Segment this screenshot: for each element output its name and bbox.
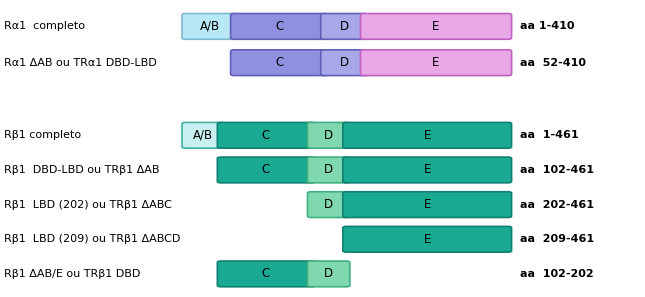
FancyBboxPatch shape [217,122,315,148]
FancyBboxPatch shape [343,192,511,217]
FancyBboxPatch shape [308,122,350,148]
Text: aa  1-461: aa 1-461 [519,130,578,140]
Text: C: C [262,163,270,176]
Text: C: C [275,20,283,33]
FancyBboxPatch shape [308,261,350,287]
Text: C: C [262,267,270,280]
Text: C: C [275,56,283,69]
Text: Rα1  completo: Rα1 completo [5,21,85,31]
Text: Rβ1 ΔAB/E ou TRβ1 DBD: Rβ1 ΔAB/E ou TRβ1 DBD [5,269,141,279]
Text: Rβ1  DBD-LBD ou TRβ1 ΔAB: Rβ1 DBD-LBD ou TRβ1 ΔAB [5,165,160,175]
FancyBboxPatch shape [231,14,328,39]
Text: D: D [324,163,333,176]
FancyBboxPatch shape [231,50,328,75]
Text: D: D [339,20,349,33]
FancyBboxPatch shape [343,226,511,252]
FancyBboxPatch shape [343,122,511,148]
Text: Rβ1 completo: Rβ1 completo [5,130,81,140]
FancyBboxPatch shape [217,157,315,183]
Text: Rβ1  LBD (202) ou TRβ1 ΔABC: Rβ1 LBD (202) ou TRβ1 ΔABC [5,200,172,210]
Text: E: E [424,233,431,246]
Text: Rα1 ΔAB ou TRα1 DBD-LBD: Rα1 ΔAB ou TRα1 DBD-LBD [5,58,157,68]
FancyBboxPatch shape [182,122,224,148]
Text: A/B: A/B [193,129,213,142]
Text: E: E [424,129,431,142]
FancyBboxPatch shape [361,14,511,39]
FancyBboxPatch shape [308,192,350,217]
Text: C: C [262,129,270,142]
FancyBboxPatch shape [217,261,315,287]
Text: D: D [324,267,333,280]
Text: D: D [324,129,333,142]
Text: D: D [339,56,349,69]
Text: aa  202-461: aa 202-461 [519,200,593,210]
FancyBboxPatch shape [343,157,511,183]
FancyBboxPatch shape [321,14,368,39]
Text: E: E [424,163,431,176]
Text: aa  209-461: aa 209-461 [519,234,593,244]
FancyBboxPatch shape [308,157,350,183]
Text: A/B: A/B [200,20,220,33]
Text: aa 1-410: aa 1-410 [519,21,574,31]
Text: aa  102-202: aa 102-202 [519,269,593,279]
Text: Rβ1  LBD (209) ou TRβ1 ΔABCD: Rβ1 LBD (209) ou TRβ1 ΔABCD [5,234,181,244]
Text: aa  52-410: aa 52-410 [519,58,586,68]
Text: E: E [432,56,440,69]
Text: D: D [324,198,333,211]
FancyBboxPatch shape [361,50,511,75]
FancyBboxPatch shape [321,50,368,75]
Text: E: E [432,20,440,33]
FancyBboxPatch shape [182,14,237,39]
Text: aa  102-461: aa 102-461 [519,165,593,175]
Text: E: E [424,198,431,211]
